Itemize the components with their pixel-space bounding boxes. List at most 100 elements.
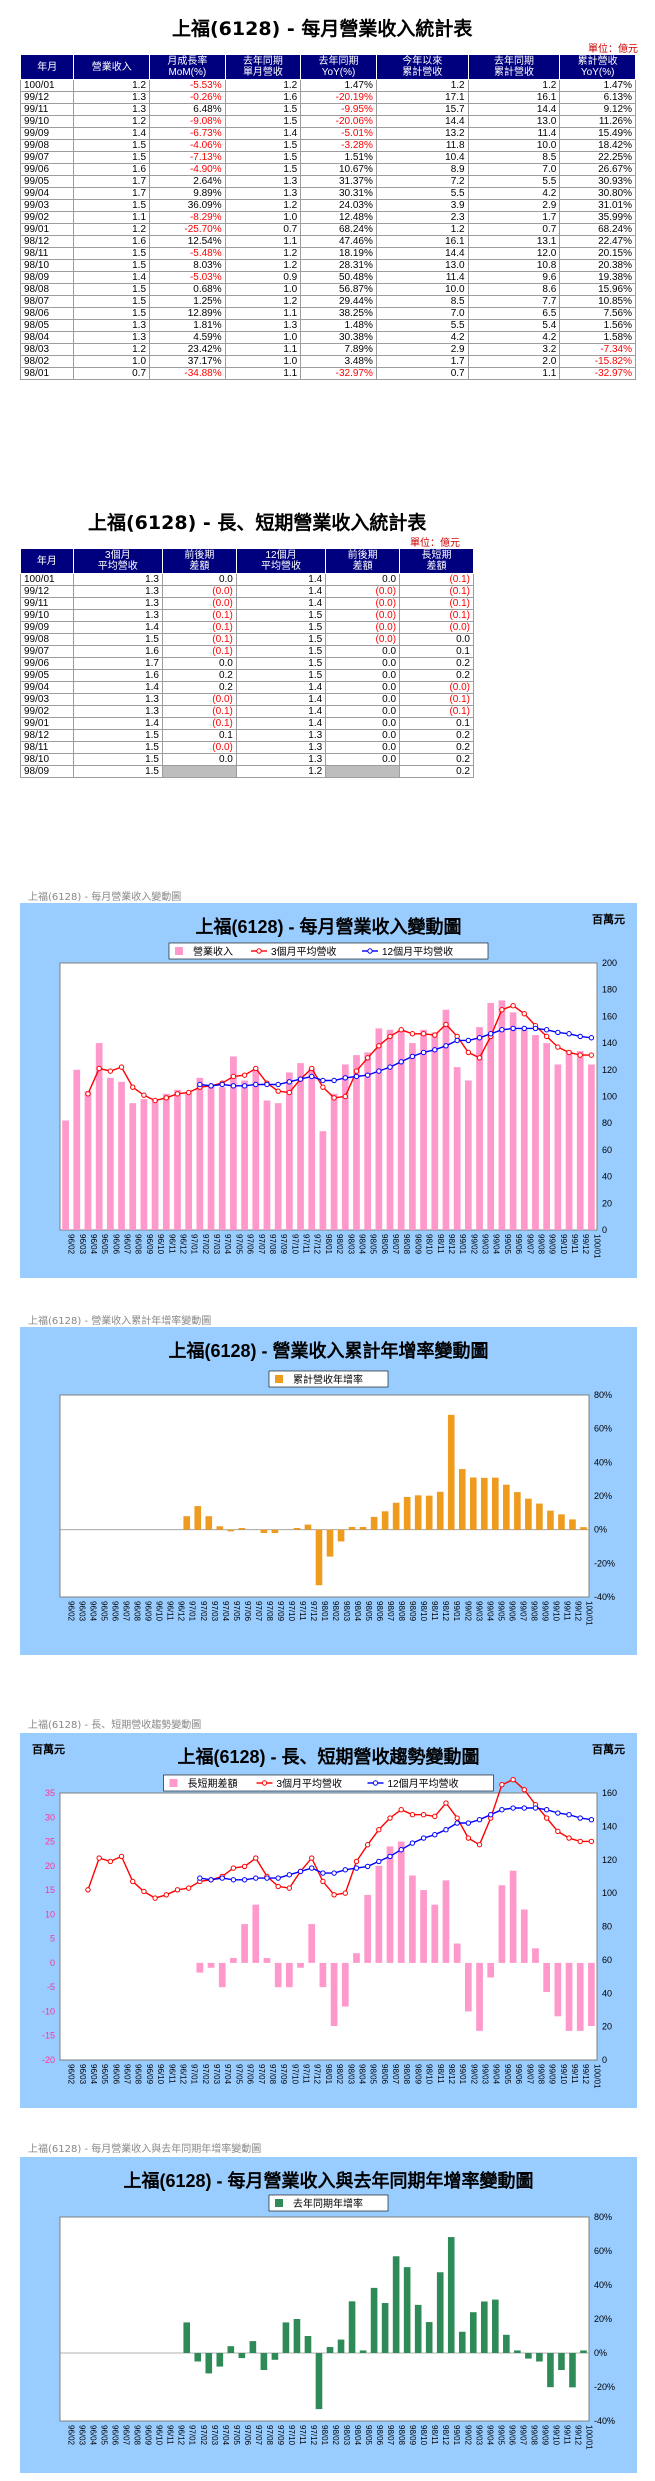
- x-tick-label: 96/02: [67, 1601, 76, 1622]
- left-axis-tick: -5: [47, 1982, 55, 1992]
- x-tick-label: 96/04: [89, 2425, 98, 2446]
- table-cell: 1.3: [73, 91, 151, 104]
- legend-label: 12個月平均營收: [382, 945, 453, 958]
- chart-bar: [498, 1885, 506, 1963]
- table-cell: 1.5: [224, 115, 302, 128]
- table-cell: 4.2: [375, 331, 469, 344]
- x-tick-label: 98/05: [364, 1601, 373, 1622]
- unit-label: 百萬元: [592, 912, 625, 926]
- table-cell: 8.5: [467, 151, 561, 164]
- table-cell: 98/09: [19, 271, 75, 284]
- plot-area: [59, 1394, 590, 1598]
- x-tick-label: 99/01: [458, 2064, 467, 2085]
- table-row: 99/05 1.7 2.64% 1.3 31.37% 7.2 5.5 30.93%: [19, 175, 636, 188]
- chart-bar: [293, 1527, 301, 1530]
- table-cell: 12.54%: [149, 235, 226, 248]
- table-cell: (0.0): [161, 693, 237, 706]
- table-cell: 31.37%: [300, 175, 377, 188]
- chart-bar: [386, 1029, 394, 1230]
- line-point: [130, 1084, 136, 1090]
- line-point: [588, 1838, 595, 1845]
- x-tick-label: 97/08: [265, 2425, 274, 2446]
- x-tick-label: 97/09: [276, 1601, 285, 1622]
- x-tick-label: 96/05: [100, 1234, 109, 1255]
- table-cell: 1.7: [467, 211, 561, 224]
- legend-box: [268, 1370, 389, 1388]
- right-axis-tick: 40%: [594, 2280, 612, 2290]
- x-tick-label: 97/12: [309, 1601, 318, 1622]
- line-point: [353, 1073, 360, 1080]
- line-point: [364, 1072, 371, 1078]
- table-cell: 1.5: [73, 139, 151, 152]
- x-tick-label: 97/06: [246, 1234, 255, 1255]
- chart-bar: [509, 1012, 517, 1230]
- table-row: 98/09 1.4 -5.03% 0.9 50.48% 11.4 9.6 19.38%: [19, 271, 636, 284]
- x-tick-label: 96/10: [156, 1234, 165, 1255]
- chart-bar: [375, 1028, 383, 1230]
- line-point: [443, 1827, 449, 1833]
- x-tick-label: 98/04: [353, 2425, 362, 2446]
- table2-unit: 單位：億元: [410, 538, 460, 549]
- table-cell: 1.3: [224, 319, 302, 332]
- x-tick-label: 98/09: [413, 2064, 422, 2085]
- table-cell: 0.0: [325, 681, 401, 694]
- x-tick-label: 98/06: [380, 2064, 389, 2085]
- chart-bar: [458, 2331, 466, 2353]
- table-cell: -8.29%: [149, 211, 226, 224]
- line-point: [409, 1840, 416, 1846]
- x-tick-label: 97/10: [287, 2425, 296, 2446]
- chart-bar: [84, 1091, 92, 1230]
- line-point: [476, 1842, 483, 1848]
- x-tick-label: 97/01: [188, 1601, 197, 1622]
- x-tick-label: 99/06: [514, 1234, 523, 1255]
- x-tick-label: 96/02: [67, 1234, 76, 1255]
- table-cell: 8.5: [375, 295, 469, 308]
- table-row: 98/12 1.5 0.1 1.3 0.0 0.2: [20, 729, 474, 742]
- table-cell: 7.56%: [559, 307, 636, 320]
- table-cell: 99/04: [20, 681, 74, 694]
- line-point: [577, 1815, 583, 1821]
- x-tick-label: 97/07: [257, 1234, 266, 1255]
- line-point: [309, 1865, 315, 1871]
- chart-bar: [341, 1064, 349, 1230]
- chart-bar: [414, 1495, 422, 1530]
- table-cell: 0.2: [399, 657, 474, 670]
- table-cell: 5.5: [375, 187, 469, 200]
- right-axis-tick: 160: [602, 1011, 617, 1021]
- x-tick-label: 97/02: [199, 2425, 208, 2446]
- x-tick-label: 97/11: [298, 1601, 307, 1621]
- chart-bar: [565, 1962, 573, 2031]
- line-point: [566, 1811, 572, 1818]
- x-tick-label: 96/09: [144, 1601, 153, 1622]
- table-cell: 1.4: [235, 717, 327, 730]
- chart-bar: [558, 2353, 565, 2370]
- table-cell: 11.4: [375, 271, 469, 284]
- right-axis-tick: 140: [602, 1821, 617, 1831]
- table-row: 99/09 1.4 -6.73% 1.4 -5.01% 13.2 11.4 15.49%: [19, 127, 636, 140]
- legend-swatch: [261, 1780, 268, 1786]
- table-cell: 1.2: [224, 199, 302, 212]
- table-cell: 1.1: [224, 307, 302, 320]
- table-cell: 1.5: [235, 669, 327, 682]
- table-cell: 1.5: [73, 259, 151, 272]
- line-point: [476, 1055, 483, 1061]
- table-cell: 0.7: [73, 367, 151, 380]
- right-axis-tick: 0%: [594, 1525, 607, 1535]
- table-cell: 12.48%: [300, 211, 377, 224]
- x-tick-label: 99/04: [492, 1234, 501, 1255]
- table-cell: 1.7: [73, 187, 151, 200]
- table-cell: 1.2: [73, 79, 151, 92]
- table-cell: 30.31%: [300, 187, 377, 200]
- chart-bar: [386, 1846, 394, 1963]
- line-point: [208, 1083, 214, 1089]
- table-cell: 11.8: [375, 139, 469, 152]
- x-tick-label: 99/10: [551, 2425, 560, 2446]
- chart-bar: [249, 2341, 257, 2353]
- table-cell: 2.9: [375, 343, 469, 356]
- table-cell: -20.06%: [300, 115, 377, 128]
- table-cell: 1.3: [235, 753, 327, 766]
- table-cell: 12.89%: [149, 307, 226, 320]
- right-axis-tick: 40: [602, 1172, 612, 1182]
- table-cell: 18.42%: [559, 139, 636, 152]
- table-cell: 0.1: [399, 717, 474, 730]
